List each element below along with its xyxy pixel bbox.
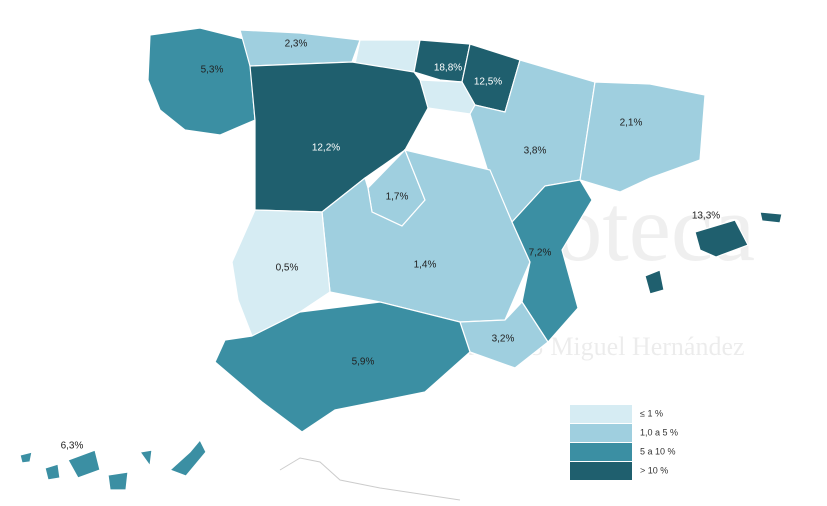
region-label: 3,2%: [492, 334, 515, 345]
region: [147, 27, 256, 136]
region: [413, 39, 471, 83]
legend-swatch: [570, 424, 632, 442]
legend-label: 1,0 a 5 %: [640, 427, 678, 437]
region: [579, 81, 706, 193]
region-label: 2,3%: [285, 39, 308, 50]
legend-label: > 10 %: [640, 465, 668, 475]
region-label: 5,9%: [352, 357, 375, 368]
legend-swatch: [570, 405, 632, 423]
region-label: 12,5%: [474, 77, 502, 88]
region-label: 12,2%: [312, 143, 340, 154]
region: [19, 438, 207, 491]
region-label: 0,5%: [276, 263, 299, 274]
region-label: 5,3%: [201, 65, 224, 76]
region-label: 3,8%: [524, 146, 547, 157]
legend-swatch: [570, 443, 632, 461]
region-label: 18,8%: [434, 63, 462, 74]
region: [214, 301, 471, 433]
legend-label: 5 a 10 %: [640, 446, 676, 456]
legend-label: ≤ 1 %: [640, 408, 663, 418]
region-label: 7,2%: [529, 248, 552, 259]
regions: [19, 27, 783, 491]
region: [249, 61, 429, 213]
region-label: 1,4%: [414, 260, 437, 271]
legend: ≤ 1 % 1,0 a 5 % 5 a 10 % > 10 %: [570, 405, 678, 480]
border-line: [279, 457, 461, 501]
region-label: 6,3%: [61, 441, 84, 452]
region-label: 2,1%: [620, 118, 643, 129]
region-label: 13,3%: [692, 211, 720, 222]
region: [644, 211, 783, 295]
region: [511, 179, 593, 343]
legend-swatch: [570, 462, 632, 480]
region-labels: 5,3% 2,3% 18,8% 12,5% 12,2% 3,8% 2,1% 1,…: [61, 39, 721, 452]
region-label: 1,7%: [386, 192, 409, 203]
